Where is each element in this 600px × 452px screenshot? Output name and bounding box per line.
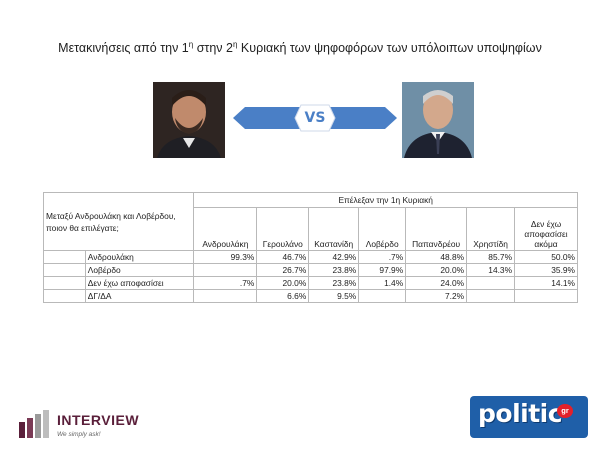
column-header: Καστανίδη (308, 207, 360, 251)
results-table: Μεταξύ Ανδρουλάκη και Λοβέρδου, ποιον θα… (42, 192, 578, 303)
table-cell: 7.2% (405, 289, 468, 303)
table-cell: .7% (358, 250, 407, 264)
table-cell: 14.3% (466, 263, 516, 277)
row-label: ΔΓ/ΔΑ (84, 289, 195, 303)
table-cell (466, 289, 516, 303)
politic-logo-name: politic (478, 399, 563, 428)
candidate-photo-left (153, 82, 225, 158)
interview-bars-icon (19, 410, 49, 438)
blank-cell (43, 276, 86, 290)
question-cell: Μεταξύ Ανδρουλάκη και Λοβέρδου, ποιον θα… (42, 192, 195, 251)
column-header: Παπανδρέου (405, 207, 468, 251)
blank-cell (43, 263, 86, 277)
table-row: Δεν έχω αποφασίσει .7% 20.0% 23.8% 1.4% … (43, 276, 578, 290)
table-cell: 9.5% (308, 289, 360, 303)
table-cell (193, 289, 258, 303)
table-row: Ανδρουλάκη 99.3% 46.7% 42.9% .7% 48.8% 8… (43, 250, 578, 264)
table-cell: 42.9% (308, 250, 360, 264)
column-header: Λοβέρδο (358, 207, 407, 251)
table-cell: 26.7% (256, 263, 310, 277)
table-row: ΔΓ/ΔΑ 6.6% 9.5% 7.2% (43, 289, 578, 303)
title-part-3: Κυριακή των ψηφοφόρων των υπόλοιπων υποψ… (237, 41, 542, 56)
table-cell: 20.0% (256, 276, 310, 290)
table-cell: 1.4% (358, 276, 407, 290)
page-title: Μετακινήσεις από την 1η στην 2η Κυριακή … (0, 40, 600, 55)
vs-label: VS (304, 110, 326, 126)
table-row: Λοβέρδο 26.7% 23.8% 97.9% 20.0% 14.3% 35… (43, 263, 578, 277)
blank-cell (43, 250, 86, 264)
table-cell: .7% (193, 276, 258, 290)
interview-logo-name: INTERVIEW (57, 412, 140, 428)
row-label: Λοβέρδο (84, 263, 195, 277)
table-cell: 35.9% (514, 263, 578, 277)
table-cell: 14.1% (514, 276, 578, 290)
vs-banner (233, 103, 397, 133)
table-cell: 20.0% (405, 263, 468, 277)
table-cell (466, 276, 516, 290)
column-header: Γερουλάνο (256, 207, 310, 251)
interview-logo-tagline: We simply ask! (57, 431, 101, 438)
group-header: Επέλεξαν την 1η Κυριακή (193, 192, 578, 208)
politic-logo-suffix: gr (557, 404, 573, 418)
table-group-header-row: Μεταξύ Ανδρουλάκη και Λοβέρδου, ποιον θα… (42, 192, 578, 251)
table-cell: 85.7% (466, 250, 516, 264)
column-header: Ανδρουλάκη (193, 207, 258, 251)
table-cell: 48.8% (405, 250, 468, 264)
table-cell: 50.0% (514, 250, 578, 264)
column-header: Χρηστίδη (466, 207, 516, 251)
table-cell: 46.7% (256, 250, 310, 264)
row-label: Δεν έχω αποφασίσει (84, 276, 195, 290)
title-superscript-2: η (232, 40, 238, 49)
title-superscript-1: η (188, 40, 194, 49)
title-part-2: στην 2 (193, 41, 233, 56)
row-label: Ανδρουλάκη (84, 250, 195, 264)
table-cell: 6.6% (256, 289, 310, 303)
table-cell (358, 289, 407, 303)
title-part-1: Μετακινήσεις από την 1 (58, 41, 189, 56)
column-header: Δεν έχω αποφασίσει ακόμα (514, 207, 578, 251)
table-cell (514, 289, 578, 303)
table-cell: 23.8% (308, 263, 360, 277)
table-cell: 24.0% (405, 276, 468, 290)
table-cell (193, 263, 258, 277)
table-cell: 99.3% (193, 250, 258, 264)
interview-logo (17, 408, 167, 440)
table-cell: 97.9% (358, 263, 407, 277)
table-cell: 23.8% (308, 276, 360, 290)
candidate-photo-right (402, 82, 474, 158)
blank-cell (43, 289, 86, 303)
